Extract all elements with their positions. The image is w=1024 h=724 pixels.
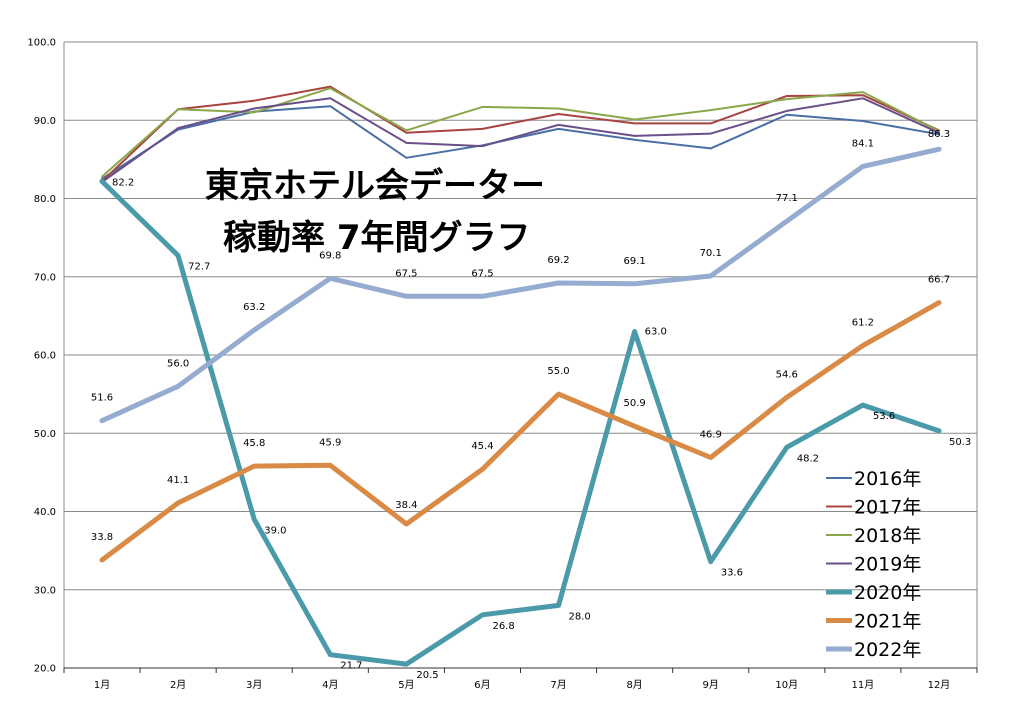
data-label: 56.0 (167, 358, 189, 369)
legend-label: 2017年 (854, 497, 921, 519)
series-line-2020年 (99, 178, 942, 667)
series-line-2021年 (99, 300, 942, 563)
data-label: 38.4 (395, 500, 417, 511)
data-label: 63.0 (645, 327, 667, 338)
y-tick-label: 40.0 (34, 507, 56, 518)
y-tick-label: 90.0 (34, 116, 56, 127)
x-tick-label: 1月 (94, 679, 110, 691)
data-label: 67.5 (395, 268, 417, 279)
series-lines (99, 85, 942, 667)
series-line-2016年 (101, 105, 940, 180)
legend-label: 2021年 (854, 611, 921, 633)
data-label: 84.1 (852, 138, 874, 149)
legend-label: 2019年 (854, 554, 921, 576)
y-tick-label: 30.0 (34, 585, 56, 596)
data-label: 86.3 (928, 129, 950, 140)
data-label: 51.6 (91, 393, 113, 404)
data-label: 54.6 (776, 369, 798, 380)
data-label: 66.7 (928, 275, 950, 286)
x-axis-tick-labels: 1月 2月 3月 4月 5月 6月 7月 8月 9月 10月 11月 12月 (94, 679, 950, 691)
data-label: 82.2 (112, 177, 134, 188)
data-label: 33.8 (91, 532, 113, 543)
x-tick-label: 11月 (852, 679, 875, 691)
data-label: 39.0 (264, 525, 286, 536)
y-tick-label: 100.0 (27, 38, 56, 49)
x-tick-label: 8月 (626, 679, 642, 691)
data-label: 33.6 (721, 568, 743, 579)
x-tick-label: 7月 (550, 679, 566, 691)
data-label: 21.7 (340, 661, 362, 672)
x-tick-label: 12月 (928, 679, 951, 691)
series-line-2019年 (101, 97, 940, 184)
x-tick-label: 3月 (246, 679, 262, 691)
x-tick-label: 2月 (170, 679, 186, 691)
data-label: 20.5 (416, 670, 438, 681)
data-label: 46.9 (700, 430, 722, 441)
data-label: 45.4 (471, 441, 493, 452)
x-tick-label: 10月 (775, 679, 798, 691)
data-label: 53.6 (873, 411, 895, 422)
y-tick-label: 20.0 (34, 664, 56, 675)
series-line-2022年 (99, 146, 942, 424)
data-label: 28.0 (569, 611, 591, 622)
data-label: 41.1 (167, 475, 189, 486)
data-label: 61.2 (852, 318, 874, 329)
legend-label: 2020年 (854, 582, 921, 604)
data-label: 55.0 (547, 366, 569, 377)
data-label: 72.7 (188, 262, 210, 273)
data-label: 26.8 (492, 621, 514, 632)
data-label: 63.2 (243, 302, 265, 313)
chart-title-line-2: 稼動率 7年間グラフ (223, 218, 531, 258)
series-line-2017年 (101, 85, 940, 183)
data-label: 48.2 (797, 453, 819, 464)
chart-title-line-1: 東京ホテル会データー (205, 166, 545, 206)
data-label: 45.8 (243, 438, 265, 449)
data-label: 69.2 (547, 255, 569, 266)
x-tick-label: 6月 (474, 679, 490, 691)
x-tick-label: 5月 (398, 679, 414, 691)
y-tick-label: 60.0 (34, 351, 56, 362)
data-label: 77.1 (776, 193, 798, 204)
legend-label: 2016年 (854, 468, 921, 490)
legend: 2016年 2017年 2018年 2019年 2020年 2021年 2022年 (826, 468, 921, 661)
data-label: 45.9 (319, 437, 341, 448)
data-label: 50.3 (949, 437, 971, 448)
data-label: 69.8 (319, 250, 341, 261)
data-label: 50.9 (623, 398, 645, 409)
data-label: 69.1 (623, 256, 645, 267)
x-tick-label: 9月 (703, 679, 719, 691)
y-tick-label: 50.0 (34, 429, 56, 440)
legend-label: 2018年 (854, 525, 921, 547)
y-axis-tick-labels: 20.0 30.0 40.0 50.0 60.0 70.0 80.0 90.0 100.0 (27, 38, 56, 675)
data-labels: 82.2 72.7 39.0 21.7 20.5 26.8 28.0 63.0 33.6 48.2… (91, 129, 971, 681)
data-label: 70.1 (700, 248, 722, 259)
y-tick-label: 70.0 (34, 272, 56, 283)
legend-label: 2022年 (854, 639, 921, 661)
data-label: 67.5 (471, 268, 493, 279)
y-tick-label: 80.0 (34, 194, 56, 205)
x-tick-label: 4月 (322, 679, 338, 691)
